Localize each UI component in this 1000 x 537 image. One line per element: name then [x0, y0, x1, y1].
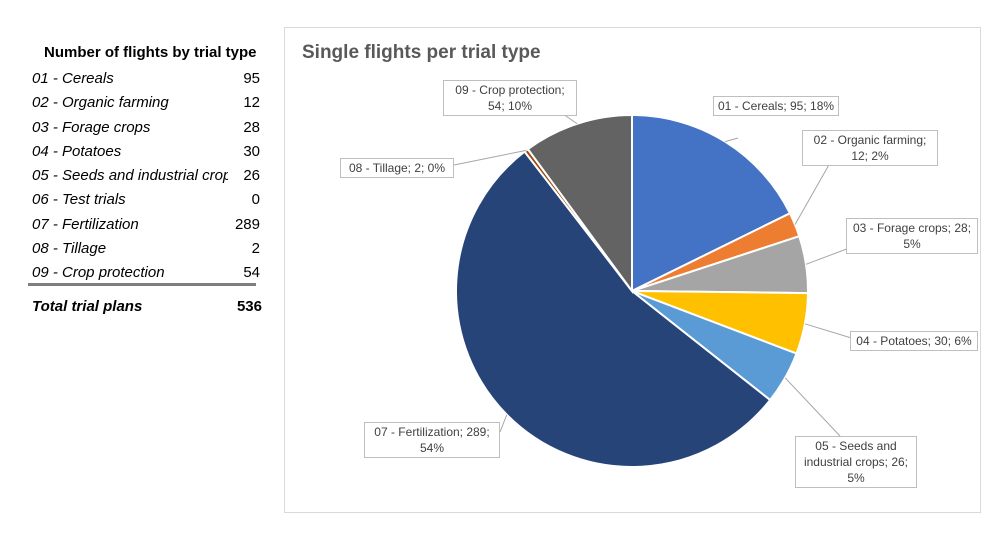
data-label-text: 07 - Fertilization; 289; 54% [374, 425, 490, 455]
row-label: 07 - Fertilization [32, 215, 139, 233]
leader-line [784, 377, 841, 437]
row-label: 09 - Crop protection [32, 264, 165, 282]
table-row: 09 - Crop protection 54 [30, 262, 268, 286]
table-row: 01 - Cereals 95 [30, 68, 268, 92]
pie-slice-09-crop-protection [526, 113, 633, 295]
table-divider [28, 283, 256, 286]
row-value: 54 [243, 264, 260, 282]
data-label: 04 - Potatoes; 30; 6% [850, 331, 978, 351]
flights-table: 01 - Cereals 95 02 - Organic farming 12 … [30, 68, 268, 287]
leader-line [453, 149, 527, 166]
table-row: 07 - Fertilization 289 [30, 214, 268, 238]
row-label: 04 - Potatoes [32, 142, 122, 160]
chart-area [284, 27, 981, 513]
data-label: 03 - Forage crops; 28; 5% [846, 218, 978, 254]
leader-line [804, 323, 859, 341]
data-label: 01 - Cereals; 95; 18% [713, 96, 839, 116]
table-row: 03 - Forage crops 28 [30, 117, 268, 141]
row-label: 03 - Forage crops [32, 118, 151, 136]
row-label: 01 - Cereals [32, 70, 114, 87]
pie-slice-07-fertilization [455, 150, 772, 468]
row-value: 289 [234, 215, 260, 233]
row-value: 2 [251, 240, 260, 258]
total-row: Total trial plans 536 [30, 296, 268, 318]
data-label: 05 - Seeds and industrial crops; 26; 5% [795, 436, 917, 488]
table-row: 04 - Potatoes 30 [30, 141, 268, 165]
row-value: 0 [251, 191, 260, 209]
table-row: 08 - Tillage 2 [30, 238, 268, 262]
table-title: Number of flights by trial type [44, 44, 257, 61]
data-label: 09 - Crop protection; 54; 10% [443, 80, 577, 116]
row-value: 28 [243, 118, 260, 136]
data-label: 07 - Fertilization; 289; 54% [364, 422, 500, 458]
row-label: 08 - Tillage [32, 240, 107, 258]
row-label: 02 - Organic farming [32, 94, 169, 112]
row-value: 95 [243, 70, 260, 87]
table-row: 02 - Organic farming 12 [30, 92, 268, 116]
leader-line [724, 137, 739, 143]
data-label: 02 - Organic farming; 12; 2% [802, 130, 938, 166]
data-label-text: 09 - Crop protection; 54; 10% [455, 83, 565, 113]
table-row: 06 - Test trials 0 [30, 189, 268, 213]
leader-line [499, 414, 508, 433]
row-value: 12 [243, 94, 260, 112]
chart-title: Single flights per trial type [302, 42, 541, 63]
table-row: 05 - Seeds and industrial crops 26 [30, 165, 268, 189]
total-label: Total trial plans [32, 298, 143, 315]
data-label-text: 01 - Cereals; 95; 18% [717, 99, 835, 113]
data-label-text: 08 - Tillage; 2; 0% [348, 161, 446, 175]
data-label-text: 03 - Forage crops; 28; 5% [852, 221, 972, 251]
total-value: 536 [236, 298, 262, 315]
leader-line [794, 162, 831, 225]
data-label: 08 - Tillage; 2; 0% [340, 158, 454, 178]
row-value: 30 [243, 142, 260, 160]
data-label-text: 05 - Seeds and industrial crops; 26; 5% [803, 439, 909, 485]
row-label: 06 - Test trials [32, 191, 126, 209]
row-value: 26 [243, 167, 260, 185]
row-label: 05 - Seeds and industrial crops [32, 167, 228, 185]
data-label-text: 04 - Potatoes; 30; 6% [856, 334, 972, 348]
data-label-text: 02 - Organic farming; 12; 2% [813, 133, 927, 163]
